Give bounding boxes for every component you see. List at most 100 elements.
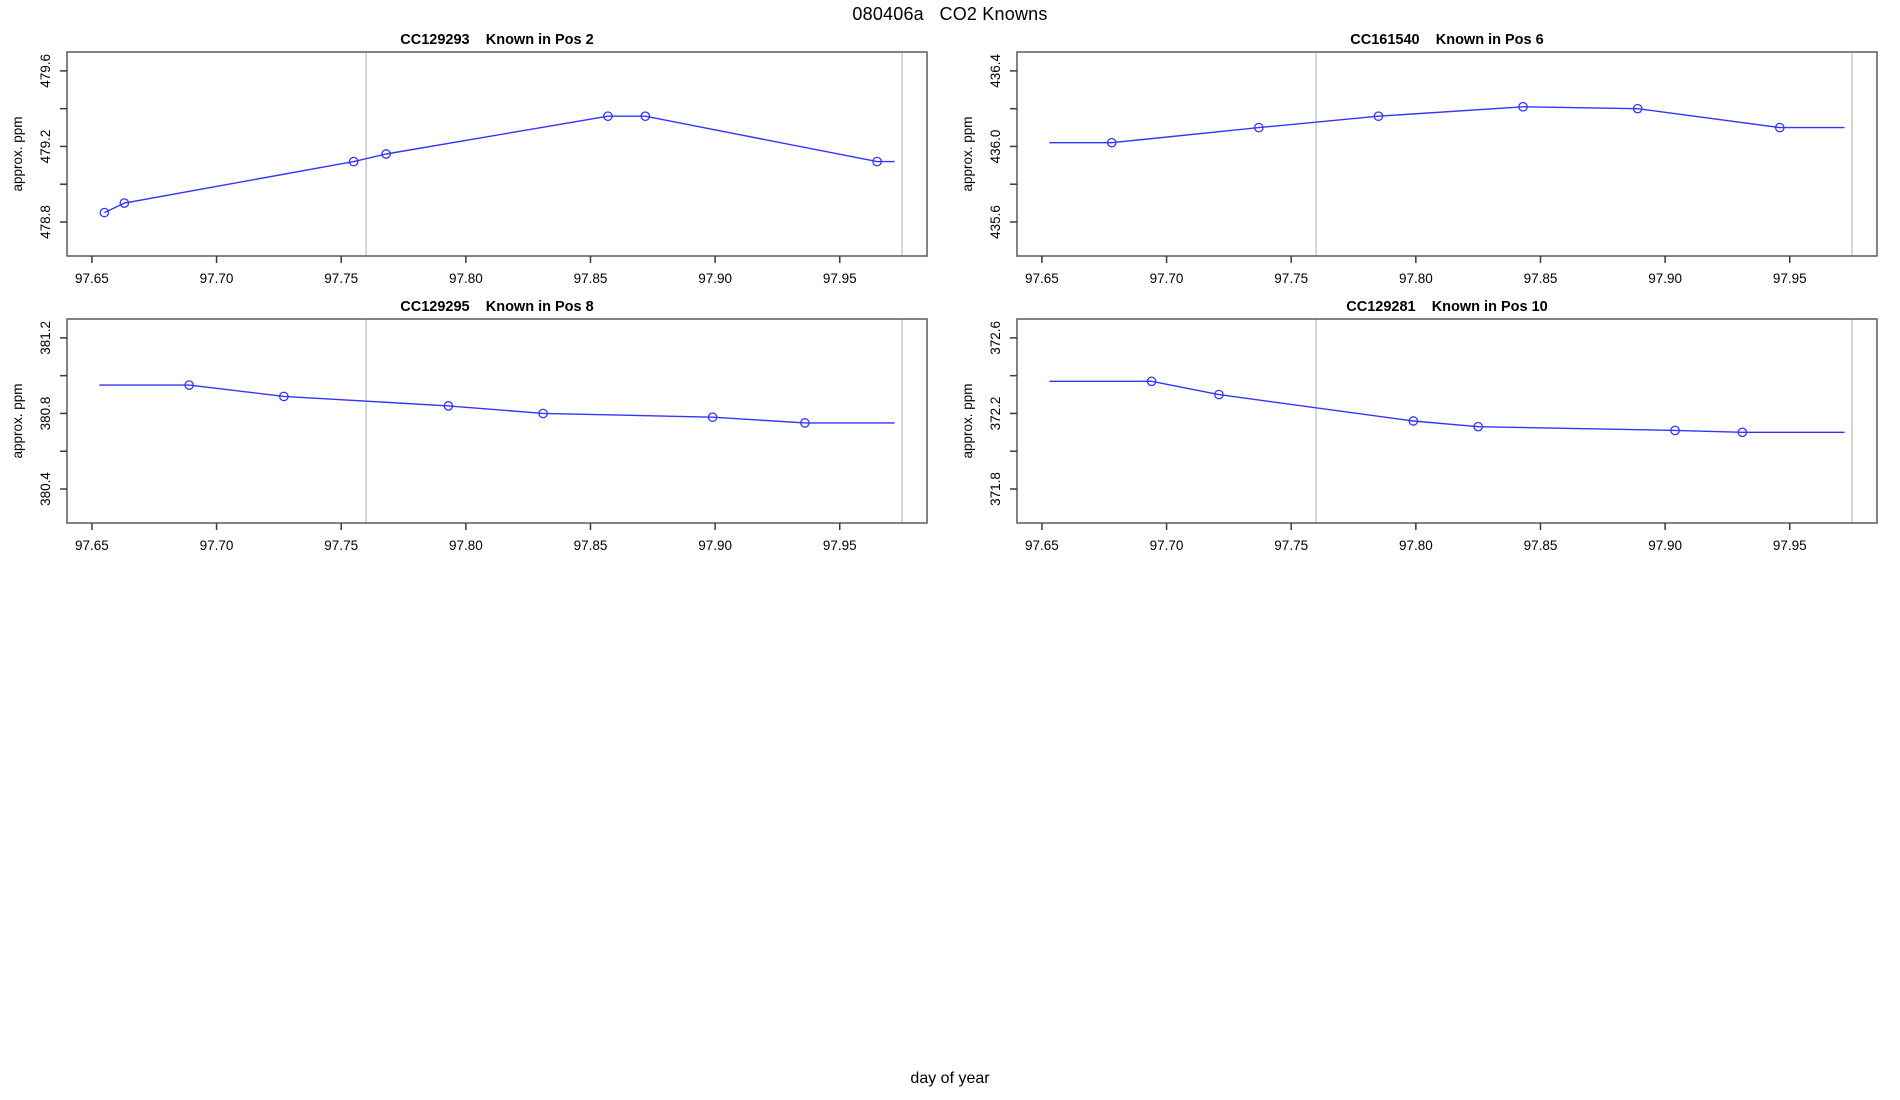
x-axis-title: day of year (910, 1070, 990, 1087)
x-tick-label: 97.95 (1773, 271, 1807, 286)
subplot-top-left: 97.65 97.70 97.75 97.80 97.85 97.90 97.95 478.8… (0, 24, 950, 296)
y-tick-label: 381.2 (38, 321, 53, 355)
data-points (1146, 376, 1748, 438)
data-points (184, 380, 810, 428)
x-tick-label: 97.70 (200, 538, 234, 553)
y-tick-label: 372.2 (988, 397, 1003, 431)
y-tick-label: 371.8 (988, 472, 1003, 506)
x-tick-label: 97.75 (324, 538, 358, 553)
x-tick-label: 97.90 (698, 271, 732, 286)
data-point (1214, 389, 1224, 400)
y-tick-label: 435.6 (988, 205, 1003, 239)
data-point (640, 111, 651, 122)
x-tick-label: 97.90 (698, 538, 732, 553)
y-tick-label: 479.2 (38, 130, 53, 164)
x-tick-label: 97.70 (200, 271, 234, 286)
y-tick-label: 380.8 (38, 397, 53, 431)
y-axis-title: approx. ppm (10, 116, 25, 191)
x-tick-label: 97.80 (1399, 271, 1433, 286)
x-tick-label: 97.70 (1150, 271, 1184, 286)
x-axis: 97.65 97.70 97.75 97.80 97.85 97.90 97.95 (75, 523, 857, 553)
chart-CC129295: 97.65 97.70 97.75 97.80 97.85 97.90 97.95 380.4… (10, 299, 928, 553)
plot-frame (66, 318, 928, 524)
plot-frame (1016, 318, 1878, 524)
data-point (1632, 103, 1643, 114)
data-point (1774, 122, 1785, 133)
data-point (1106, 137, 1117, 148)
data-point (707, 412, 718, 423)
y-axis-title: approx. ppm (10, 383, 25, 458)
x-tick-label: 97.75 (324, 271, 358, 286)
x-tick-label: 97.65 (1025, 538, 1059, 553)
x-axis: 97.65 97.70 97.75 97.80 97.85 97.90 97.95 (75, 256, 857, 286)
data-point (119, 198, 130, 208)
x-tick-label: 97.95 (1773, 538, 1807, 553)
data-point (184, 380, 194, 390)
y-tick-label: 380.4 (38, 472, 53, 506)
x-tick-label: 97.80 (449, 538, 483, 553)
x-tick-label: 97.80 (1399, 538, 1433, 553)
y-tick-label: 436.4 (988, 54, 1003, 88)
x-axis: 97.65 97.70 97.75 97.80 97.85 97.90 97.95 (1025, 523, 1807, 553)
y-axis-title: approx. ppm (960, 116, 975, 191)
subplot-top-right: 97.65 97.70 97.75 97.80 97.85 97.90 97.95 435.6… (950, 24, 1900, 296)
data-point (1737, 427, 1748, 438)
y-axis: 380.4 380.8 381.2 (38, 321, 67, 506)
subplot-bottom-left: 97.65 97.70 97.75 97.80 97.85 97.90 97.95 380.4… (0, 291, 950, 563)
series-line (99, 384, 895, 424)
y-axis: 478.8 479.2 479.6 (38, 54, 67, 239)
data-point (1408, 416, 1419, 426)
x-tick-label: 97.75 (1274, 271, 1308, 286)
data-point (1253, 122, 1264, 133)
data-point (348, 156, 359, 167)
x-tick-label: 97.85 (574, 538, 608, 553)
page-title: 080406a CO2 Knowns (852, 4, 1048, 24)
data-point (800, 418, 810, 428)
x-tick-label: 97.95 (823, 538, 857, 553)
y-tick-label: 436.0 (988, 130, 1003, 164)
subplot-title: CC129293 Known in Pos 2 (400, 32, 593, 48)
x-tick-label: 97.65 (75, 271, 109, 286)
data-point (1146, 376, 1157, 387)
subplot-title: CC161540 Known in Pos 6 (1350, 32, 1543, 48)
data-point (603, 111, 613, 122)
data-point (443, 401, 454, 411)
chart-CC161540: 97.65 97.70 97.75 97.80 97.85 97.90 97.95 435.6… (960, 32, 1878, 286)
x-axis: 97.65 97.70 97.75 97.80 97.85 97.90 97.95 (1025, 256, 1807, 286)
x-tick-label: 97.85 (574, 271, 608, 286)
data-point (1518, 101, 1528, 112)
plot-frame (66, 51, 928, 257)
y-tick-label: 479.6 (38, 54, 53, 88)
data-points (1106, 101, 1785, 148)
subplot-bottom-right: 97.65 97.70 97.75 97.80 97.85 97.90 97.95 371.8… (950, 291, 1900, 563)
data-point (279, 391, 289, 402)
chart-CC129281: 97.65 97.70 97.75 97.80 97.85 97.90 97.95 371.8… (960, 299, 1878, 553)
data-point (538, 408, 548, 419)
data-points (99, 111, 882, 218)
x-tick-label: 97.70 (1150, 538, 1184, 553)
data-point (1473, 421, 1484, 432)
y-axis-title: approx. ppm (960, 383, 975, 458)
x-tick-label: 97.65 (75, 538, 109, 553)
x-tick-label: 97.85 (1524, 538, 1558, 553)
data-point (99, 207, 110, 218)
x-tick-label: 97.80 (449, 271, 483, 286)
x-tick-label: 97.90 (1648, 538, 1682, 553)
series-line (1049, 106, 1845, 144)
x-tick-label: 97.95 (823, 271, 857, 286)
subplot-title: CC129295 Known in Pos 8 (400, 299, 593, 315)
y-axis: 371.8 372.2 372.6 (988, 321, 1017, 506)
data-point (1670, 425, 1680, 436)
y-axis: 435.6 436.0 436.4 (988, 54, 1017, 239)
plot-frame (1016, 51, 1878, 257)
x-tick-label: 97.85 (1524, 271, 1558, 286)
x-tick-label: 97.90 (1648, 271, 1682, 286)
y-tick-label: 478.8 (38, 205, 53, 239)
y-tick-label: 372.6 (988, 321, 1003, 355)
subplot-title: CC129281 Known in Pos 10 (1346, 299, 1547, 315)
x-tick-label: 97.75 (1274, 538, 1308, 553)
x-tick-label: 97.65 (1025, 271, 1059, 286)
series-line (104, 115, 895, 214)
data-point (872, 156, 882, 167)
data-point (1373, 111, 1384, 122)
